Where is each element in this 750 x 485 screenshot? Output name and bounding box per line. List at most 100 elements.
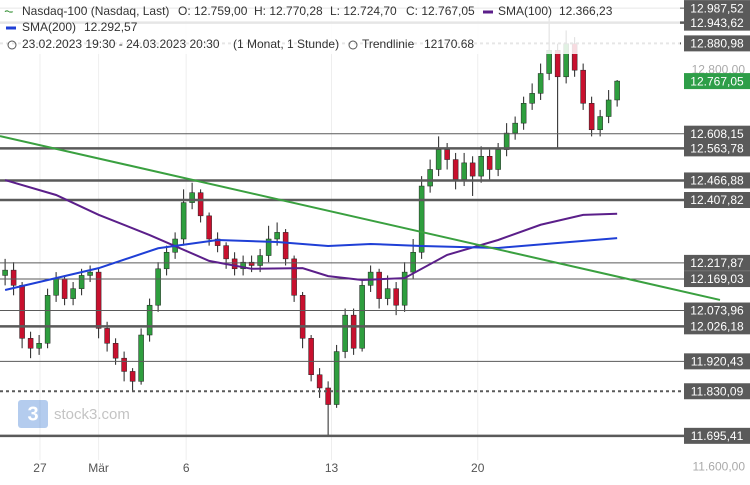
candle-body — [478, 155, 484, 177]
candle-body — [138, 334, 144, 382]
candle-body — [53, 278, 59, 296]
candle-body — [605, 99, 612, 117]
candle-body — [503, 132, 510, 150]
line-series — [4, 179, 618, 282]
level-box — [684, 302, 750, 319]
level-label: 12.767,05 — [690, 74, 744, 88]
candle-body — [580, 69, 586, 104]
level-label: 12.880,98 — [690, 37, 744, 51]
candle-body — [265, 238, 272, 256]
x-tick-label: 13 — [325, 461, 339, 475]
candle-body — [614, 80, 620, 101]
candle-body — [393, 288, 399, 306]
candle-body — [19, 285, 25, 339]
close: C: 12.767,05 — [406, 4, 475, 18]
level-label: 11.830,09 — [691, 384, 744, 398]
x-tick-label: 20 — [471, 461, 485, 475]
candle-body — [529, 93, 535, 104]
candle-body — [444, 149, 450, 160]
candle-body — [206, 215, 212, 240]
candle-body — [10, 269, 17, 286]
level-label: 12.407,82 — [690, 193, 744, 207]
candle-body — [299, 295, 306, 339]
candle-body — [452, 159, 459, 180]
candle-body — [112, 343, 119, 359]
candle-body — [240, 261, 246, 270]
candle-body — [427, 169, 433, 187]
candle-body — [537, 73, 544, 94]
level-label: 11.695,41 — [691, 429, 744, 443]
x-tick-label: 27 — [33, 461, 47, 475]
icon: ⏦ — [4, 4, 14, 18]
level-box — [684, 14, 750, 31]
candle-body — [61, 278, 68, 299]
logo — [18, 400, 48, 428]
level-label: 12.169,03 — [690, 272, 744, 286]
icon — [348, 40, 358, 50]
level-box — [684, 254, 750, 271]
level-box — [684, 35, 750, 52]
period: (1 Monat, 1 Stunde) — [233, 37, 339, 51]
line-series — [0, 135, 721, 301]
watermark-text: stock3.com — [54, 406, 130, 423]
level-box — [684, 140, 750, 157]
level-box — [684, 0, 750, 17]
low: L: 12.724,70 — [330, 4, 397, 18]
level-box — [684, 172, 750, 189]
level-label: 12.026,18 — [690, 320, 744, 334]
level-box — [684, 383, 750, 400]
candle-body — [163, 251, 170, 270]
level-box — [684, 318, 750, 335]
candle-body — [333, 351, 340, 405]
candle-body — [78, 275, 85, 289]
x-tick-label: Mär — [88, 461, 109, 475]
candle-body — [384, 288, 391, 299]
candle-body — [325, 387, 331, 405]
x-tick-label: 6 — [183, 461, 190, 475]
candle-body — [282, 232, 289, 260]
candle-body — [180, 202, 187, 240]
candle-body — [597, 116, 603, 131]
logo-mark: 3 — [27, 403, 38, 425]
level-box — [684, 271, 750, 288]
y-tick-label: 12.800,00 — [692, 62, 746, 76]
level-label: 12.217,87 — [690, 256, 744, 270]
candle-body — [2, 269, 8, 276]
candle-body — [248, 261, 255, 266]
open: O: 12.759,00 — [178, 4, 248, 18]
candle-body — [435, 149, 442, 170]
level-label: 12.608,15 — [690, 127, 744, 141]
level-label: 12.073,96 — [690, 304, 744, 318]
candle-body — [350, 314, 357, 349]
sma100-label: SMA(100) — [498, 4, 552, 18]
candle-body — [520, 103, 527, 124]
candle-body — [342, 314, 348, 352]
high: H: 12.770,28 — [254, 4, 323, 18]
level-label: 12.987,52 — [690, 1, 744, 15]
candle-body — [274, 232, 280, 240]
candle-body — [95, 271, 102, 329]
candle-body — [418, 185, 425, 253]
candle-body — [231, 258, 238, 270]
candle-body — [197, 192, 204, 217]
candle-body — [121, 357, 127, 372]
candle-body — [401, 271, 408, 306]
header: ⏦ Nasdaq-100 (Nasdaq, Last) O: 12.759,00… — [0, 0, 680, 54]
candle-body — [512, 122, 518, 134]
icon — [7, 40, 17, 50]
range: 23.02.2023 19:30 - 24.03.2023 20:30 — [22, 37, 220, 51]
candle-body — [155, 268, 161, 306]
line-series — [4, 237, 618, 291]
level-box — [684, 192, 750, 209]
level-box — [684, 427, 750, 444]
level-label: 11.920,43 — [691, 355, 744, 369]
candle-body — [316, 374, 323, 389]
watermark: 3 stock3.com — [18, 400, 130, 428]
level-label: 12.943,62 — [690, 16, 744, 30]
candle-body — [87, 271, 93, 276]
trend-label: Trendlinie — [362, 37, 415, 51]
candle-body — [486, 155, 493, 170]
candle-body — [291, 258, 297, 296]
candle-body — [376, 271, 382, 299]
